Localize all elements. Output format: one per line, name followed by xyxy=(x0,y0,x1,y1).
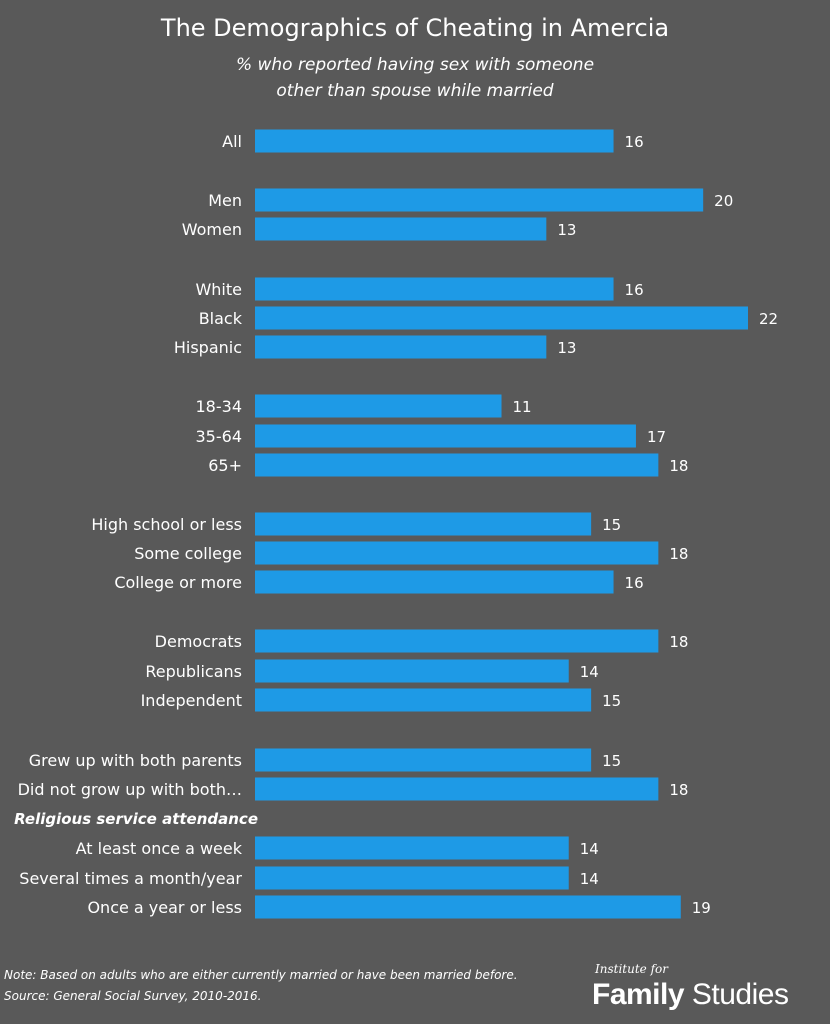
bar-2 xyxy=(255,217,547,241)
value-label-11: 16 xyxy=(625,574,644,592)
category-label-3: White xyxy=(195,280,242,299)
bar-6 xyxy=(255,394,502,418)
bar-15 xyxy=(255,748,592,772)
section-label-0: Religious service attendance xyxy=(14,810,258,828)
footnote: Note: Based on adults who are either cur… xyxy=(4,968,518,982)
category-label-13: Republicans xyxy=(145,662,242,681)
category-label-1: Men xyxy=(208,191,242,210)
bar-7 xyxy=(255,424,636,448)
logo-name: Family Studies xyxy=(592,978,789,1012)
value-label-2: 13 xyxy=(557,221,576,239)
value-label-3: 16 xyxy=(625,281,644,299)
category-label-6: 18-34 xyxy=(196,397,243,416)
category-label-0: All xyxy=(222,132,242,151)
chart-subtitle-line-1: % who reported having sex with someone xyxy=(235,55,595,75)
category-label-12: Democrats xyxy=(155,632,242,651)
institute-logo: Institute for Family Studies xyxy=(592,962,828,1020)
chart-title: The Demographics of Cheating in Amercia xyxy=(160,14,670,42)
bar-11 xyxy=(255,570,614,594)
category-label-9: High school or less xyxy=(91,515,242,534)
category-label-15: Grew up with both parents xyxy=(29,751,242,770)
value-label-9: 15 xyxy=(602,516,621,534)
value-label-13: 14 xyxy=(580,663,599,681)
bar-5 xyxy=(255,335,547,359)
category-label-18: Several times a month/year xyxy=(19,869,242,888)
value-label-0: 16 xyxy=(625,133,644,151)
value-label-5: 13 xyxy=(557,339,576,357)
value-label-16: 18 xyxy=(669,781,688,799)
bar-0 xyxy=(255,129,614,153)
bar-chart: All 16 Men 20 Women 13 White 16 Black 22 Hispanic 1… xyxy=(14,129,778,919)
value-label-14: 15 xyxy=(602,692,621,710)
bar-9 xyxy=(255,512,592,536)
chart-subtitle-line-2: other than spouse while married xyxy=(276,81,554,101)
value-label-6: 11 xyxy=(513,398,532,416)
value-label-10: 18 xyxy=(669,545,688,563)
value-label-17: 14 xyxy=(580,840,599,858)
bar-1 xyxy=(255,188,704,212)
category-label-11: College or more xyxy=(114,573,242,592)
bar-8 xyxy=(255,453,659,477)
bar-18 xyxy=(255,866,569,890)
bar-13 xyxy=(255,659,569,683)
bar-19 xyxy=(255,895,681,919)
value-label-15: 15 xyxy=(602,752,621,770)
category-label-16: Did not grow up with both… xyxy=(18,780,242,799)
category-label-4: Black xyxy=(199,309,243,328)
bar-16 xyxy=(255,777,659,801)
category-label-14: Independent xyxy=(141,691,242,710)
bar-3 xyxy=(255,277,614,301)
value-label-18: 14 xyxy=(580,870,599,888)
category-label-8: 65+ xyxy=(208,456,242,475)
logo-regular-text: Studies xyxy=(691,978,789,1011)
bar-17 xyxy=(255,836,569,860)
category-label-2: Women xyxy=(182,220,242,239)
bar-12 xyxy=(255,629,659,653)
category-label-5: Hispanic xyxy=(174,338,242,357)
value-label-8: 18 xyxy=(669,457,688,475)
value-label-7: 17 xyxy=(647,428,666,446)
value-label-19: 19 xyxy=(692,899,711,917)
value-label-1: 20 xyxy=(714,192,733,210)
category-label-7: 35-64 xyxy=(196,427,243,446)
source-note: Source: General Social Survey, 2010-2016… xyxy=(4,989,262,1003)
logo-bold-text: Family xyxy=(592,978,685,1011)
logo-small-text: Institute for xyxy=(595,962,668,976)
bar-10 xyxy=(255,541,659,565)
value-label-12: 18 xyxy=(669,633,688,651)
category-label-10: Some college xyxy=(134,544,242,563)
bar-4 xyxy=(255,306,748,330)
value-label-4: 22 xyxy=(759,310,778,328)
category-label-19: Once a year or less xyxy=(87,898,242,917)
bar-14 xyxy=(255,688,592,712)
category-label-17: At least once a week xyxy=(76,839,243,858)
